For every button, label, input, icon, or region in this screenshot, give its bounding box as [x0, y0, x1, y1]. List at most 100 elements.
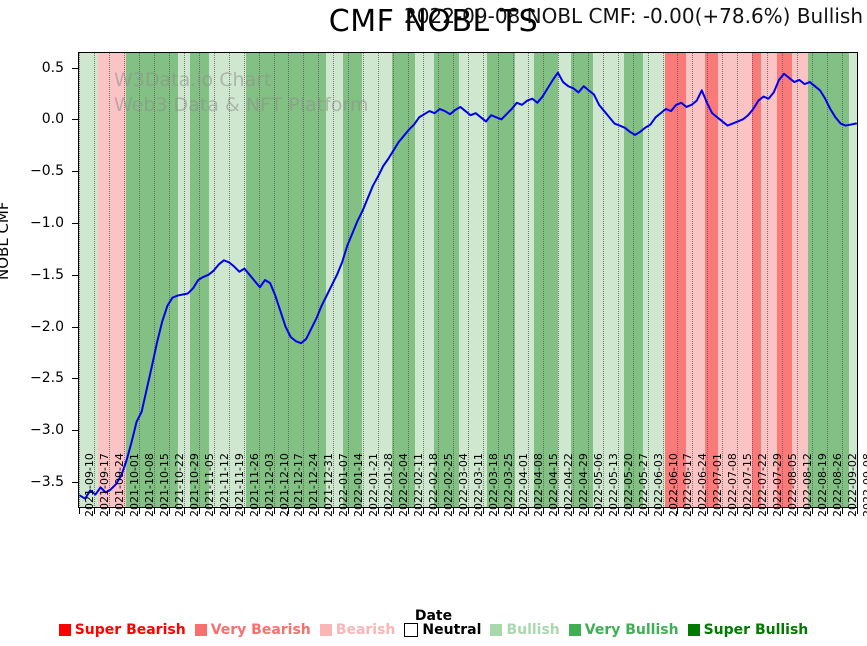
legend-swatch	[568, 624, 581, 636]
x-tick-mark	[318, 508, 320, 514]
gridline	[468, 52, 469, 508]
regime-band	[664, 52, 687, 508]
y-tick-label: 0.0	[41, 111, 64, 128]
x-tick-mark	[767, 508, 769, 514]
y-tick-label: −2.0	[30, 318, 64, 335]
regime-band	[592, 52, 624, 508]
legend-label: Very Bearish	[210, 622, 311, 638]
gridline	[632, 52, 634, 508]
gridline	[393, 52, 395, 508]
y-tick-mark	[72, 67, 78, 69]
gridline	[453, 52, 455, 508]
gridline	[482, 52, 484, 508]
x-tick-mark	[183, 508, 185, 514]
regime-band	[776, 52, 793, 508]
legend-item[interactable]: Bearish	[319, 622, 396, 638]
gridline	[408, 52, 410, 508]
gridline	[228, 52, 230, 508]
x-tick-mark	[692, 508, 694, 514]
gridline	[782, 52, 784, 508]
gridline	[737, 52, 739, 508]
x-tick-mark	[288, 508, 290, 514]
gridline	[572, 52, 574, 508]
x-tick-mark	[453, 508, 455, 514]
x-tick-mark	[198, 508, 200, 514]
legend-label: Bearish	[335, 622, 396, 638]
regime-band	[761, 52, 777, 508]
x-tick-mark	[168, 508, 170, 514]
gridline	[707, 52, 709, 508]
x-tick-mark	[243, 508, 245, 514]
legend-swatch	[319, 624, 332, 636]
x-tick-mark	[438, 508, 440, 514]
x-tick-mark	[468, 508, 469, 514]
x-tick-mark	[647, 508, 649, 514]
gridline	[842, 52, 844, 508]
gridline	[767, 52, 769, 508]
gridline	[602, 52, 604, 508]
y-tick-label: −1.0	[30, 215, 64, 231]
legend-swatch	[58, 624, 71, 636]
y-tick-label: −3.0	[30, 422, 64, 439]
legend-item[interactable]: Super Bearish	[58, 622, 186, 638]
x-tick-mark	[677, 508, 679, 514]
y-tick-label: −3.5	[30, 474, 64, 491]
x-tick-mark	[363, 508, 365, 514]
gridline	[512, 52, 514, 508]
legend-swatch	[687, 624, 700, 636]
regime-band	[848, 52, 858, 508]
gridline	[363, 52, 365, 508]
gridline	[617, 52, 619, 508]
gridline	[423, 52, 425, 508]
y-tick-label: −0.5	[30, 163, 64, 180]
x-tick-mark	[842, 508, 844, 514]
gridline	[677, 52, 679, 508]
y-tick-mark	[72, 171, 78, 173]
gridline	[258, 52, 260, 508]
legend-item[interactable]: Bullish	[490, 622, 560, 638]
legend-label: Neutral	[422, 622, 482, 638]
gridline	[812, 52, 814, 508]
gridline	[692, 52, 694, 508]
legend-swatch	[404, 623, 419, 637]
gridline	[108, 52, 110, 508]
gridline	[273, 52, 275, 508]
x-tick-mark	[348, 508, 350, 514]
gridline	[348, 52, 350, 508]
x-tick-mark	[722, 508, 724, 514]
regime-band	[98, 52, 127, 508]
gridline	[527, 52, 529, 508]
y-tick-mark	[72, 430, 78, 432]
legend-item[interactable]: Super Bullish	[687, 622, 809, 638]
x-tick-mark	[228, 508, 230, 514]
y-tick-mark	[72, 274, 78, 276]
x-tick-mark	[632, 508, 634, 514]
x-tick-mark	[123, 508, 125, 514]
legend-item[interactable]: Very Bearish	[194, 622, 311, 638]
legend-label: Super Bearish	[74, 622, 186, 638]
gridline	[168, 52, 170, 508]
legend-label: Super Bullish	[703, 622, 809, 638]
gridline	[542, 52, 544, 508]
legend-swatch	[490, 624, 503, 636]
legend-item[interactable]: Neutral	[404, 622, 481, 638]
gridline	[288, 52, 290, 508]
y-tick-label: −1.5	[30, 266, 64, 283]
regime-band	[808, 52, 849, 508]
regime-band	[533, 52, 559, 508]
x-tick-mark	[527, 508, 529, 514]
x-tick-mark	[572, 508, 574, 514]
x-tick-mark	[557, 508, 559, 514]
x-tick-mark	[333, 508, 335, 514]
legend-label: Very Bullish	[584, 622, 679, 638]
plot-area: W3Data.io Chart Web3 Data & NFT Platform	[78, 52, 858, 508]
x-tick-mark	[408, 508, 410, 514]
y-axis-label: NOBL CMF	[0, 201, 12, 281]
y-tick-label: −2.5	[30, 370, 64, 387]
legend-item[interactable]: Very Bullish	[568, 622, 679, 638]
chart-title: CMF NOBL TS	[328, 4, 539, 39]
gridline	[752, 52, 754, 508]
x-tick-mark	[482, 508, 484, 514]
x-tick-mark	[617, 508, 619, 514]
